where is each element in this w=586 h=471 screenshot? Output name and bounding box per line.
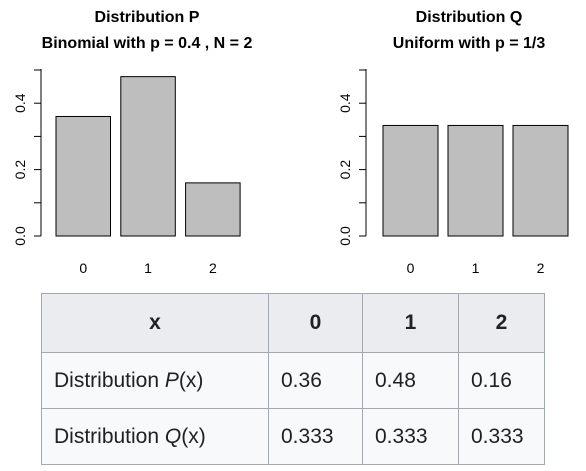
y-tick-label: 0.2: [12, 160, 28, 180]
y-tick-label: 0.0: [337, 226, 353, 246]
charts-canvas: Distribution P Binomial with p = 0.4 , N…: [12, 9, 569, 276]
x-tick-label: 2: [209, 260, 217, 276]
row-label-prefix: Distribution: [54, 424, 165, 448]
table-row-distribution-p: Distribution P(x) 0.36 0.48 0.16: [41, 352, 545, 409]
table-row-distribution-q: Distribution Q(x) 0.333 0.333 0.333: [41, 408, 545, 465]
bar-2: [185, 182, 241, 237]
table-cell: 0.48: [362, 352, 459, 409]
chart-subtitle: Uniform with p = 1/3: [393, 35, 546, 52]
x-tick-label: 1: [472, 260, 480, 276]
distribution-table: x 0 1 2 Distribution P(x) 0.36 0.48 0.16…: [41, 293, 545, 465]
chart-subtitle: Binomial with p = 0.4 , N = 2: [42, 35, 253, 52]
table-cell: 0.36: [268, 352, 363, 409]
chart-distribution-q: Distribution Q Uniform with p = 1/3 0.0 0…: [337, 9, 569, 276]
row-label: Distribution P(x): [41, 352, 269, 409]
bar-0: [382, 124, 439, 237]
x-tick-label: 0: [79, 260, 87, 276]
y-tick-label: 0.4: [337, 93, 353, 113]
y-tick-label: 0.0: [12, 226, 28, 246]
x-tick-label: 1: [144, 260, 152, 276]
table-cell: 0.16: [458, 352, 545, 409]
header-cell-2: 2: [458, 293, 545, 353]
header-cell-0: 0: [268, 293, 363, 353]
bar-1: [447, 124, 504, 237]
row-label: Distribution Q(x): [41, 408, 269, 465]
table-cell: 0.333: [362, 408, 459, 465]
chart-distribution-p: Distribution P Binomial with p = 0.4 , N…: [12, 9, 252, 276]
table-header-row: x 0 1 2: [41, 293, 545, 353]
bar-1: [120, 76, 176, 237]
table-cell: 0.333: [268, 408, 363, 465]
x-tick-label: 0: [407, 260, 415, 276]
chart-title: Distribution Q: [416, 9, 523, 26]
row-label-variable: Q: [164, 424, 182, 448]
y-tick-label: 0.4: [12, 93, 28, 113]
x-tick-label: 2: [537, 260, 545, 276]
chart-title: Distribution P: [95, 9, 200, 26]
row-label-suffix: (x): [181, 424, 206, 448]
bar-0: [55, 115, 111, 237]
header-cell-1: 1: [362, 293, 459, 353]
row-label-suffix: (x): [178, 368, 204, 392]
row-label-variable: P: [164, 368, 179, 392]
bar-2: [512, 124, 569, 237]
row-label-prefix: Distribution: [54, 368, 165, 392]
table-cell: 0.333: [458, 408, 545, 465]
header-cell-x: x: [41, 293, 269, 353]
y-tick-label: 0.2: [337, 160, 353, 180]
